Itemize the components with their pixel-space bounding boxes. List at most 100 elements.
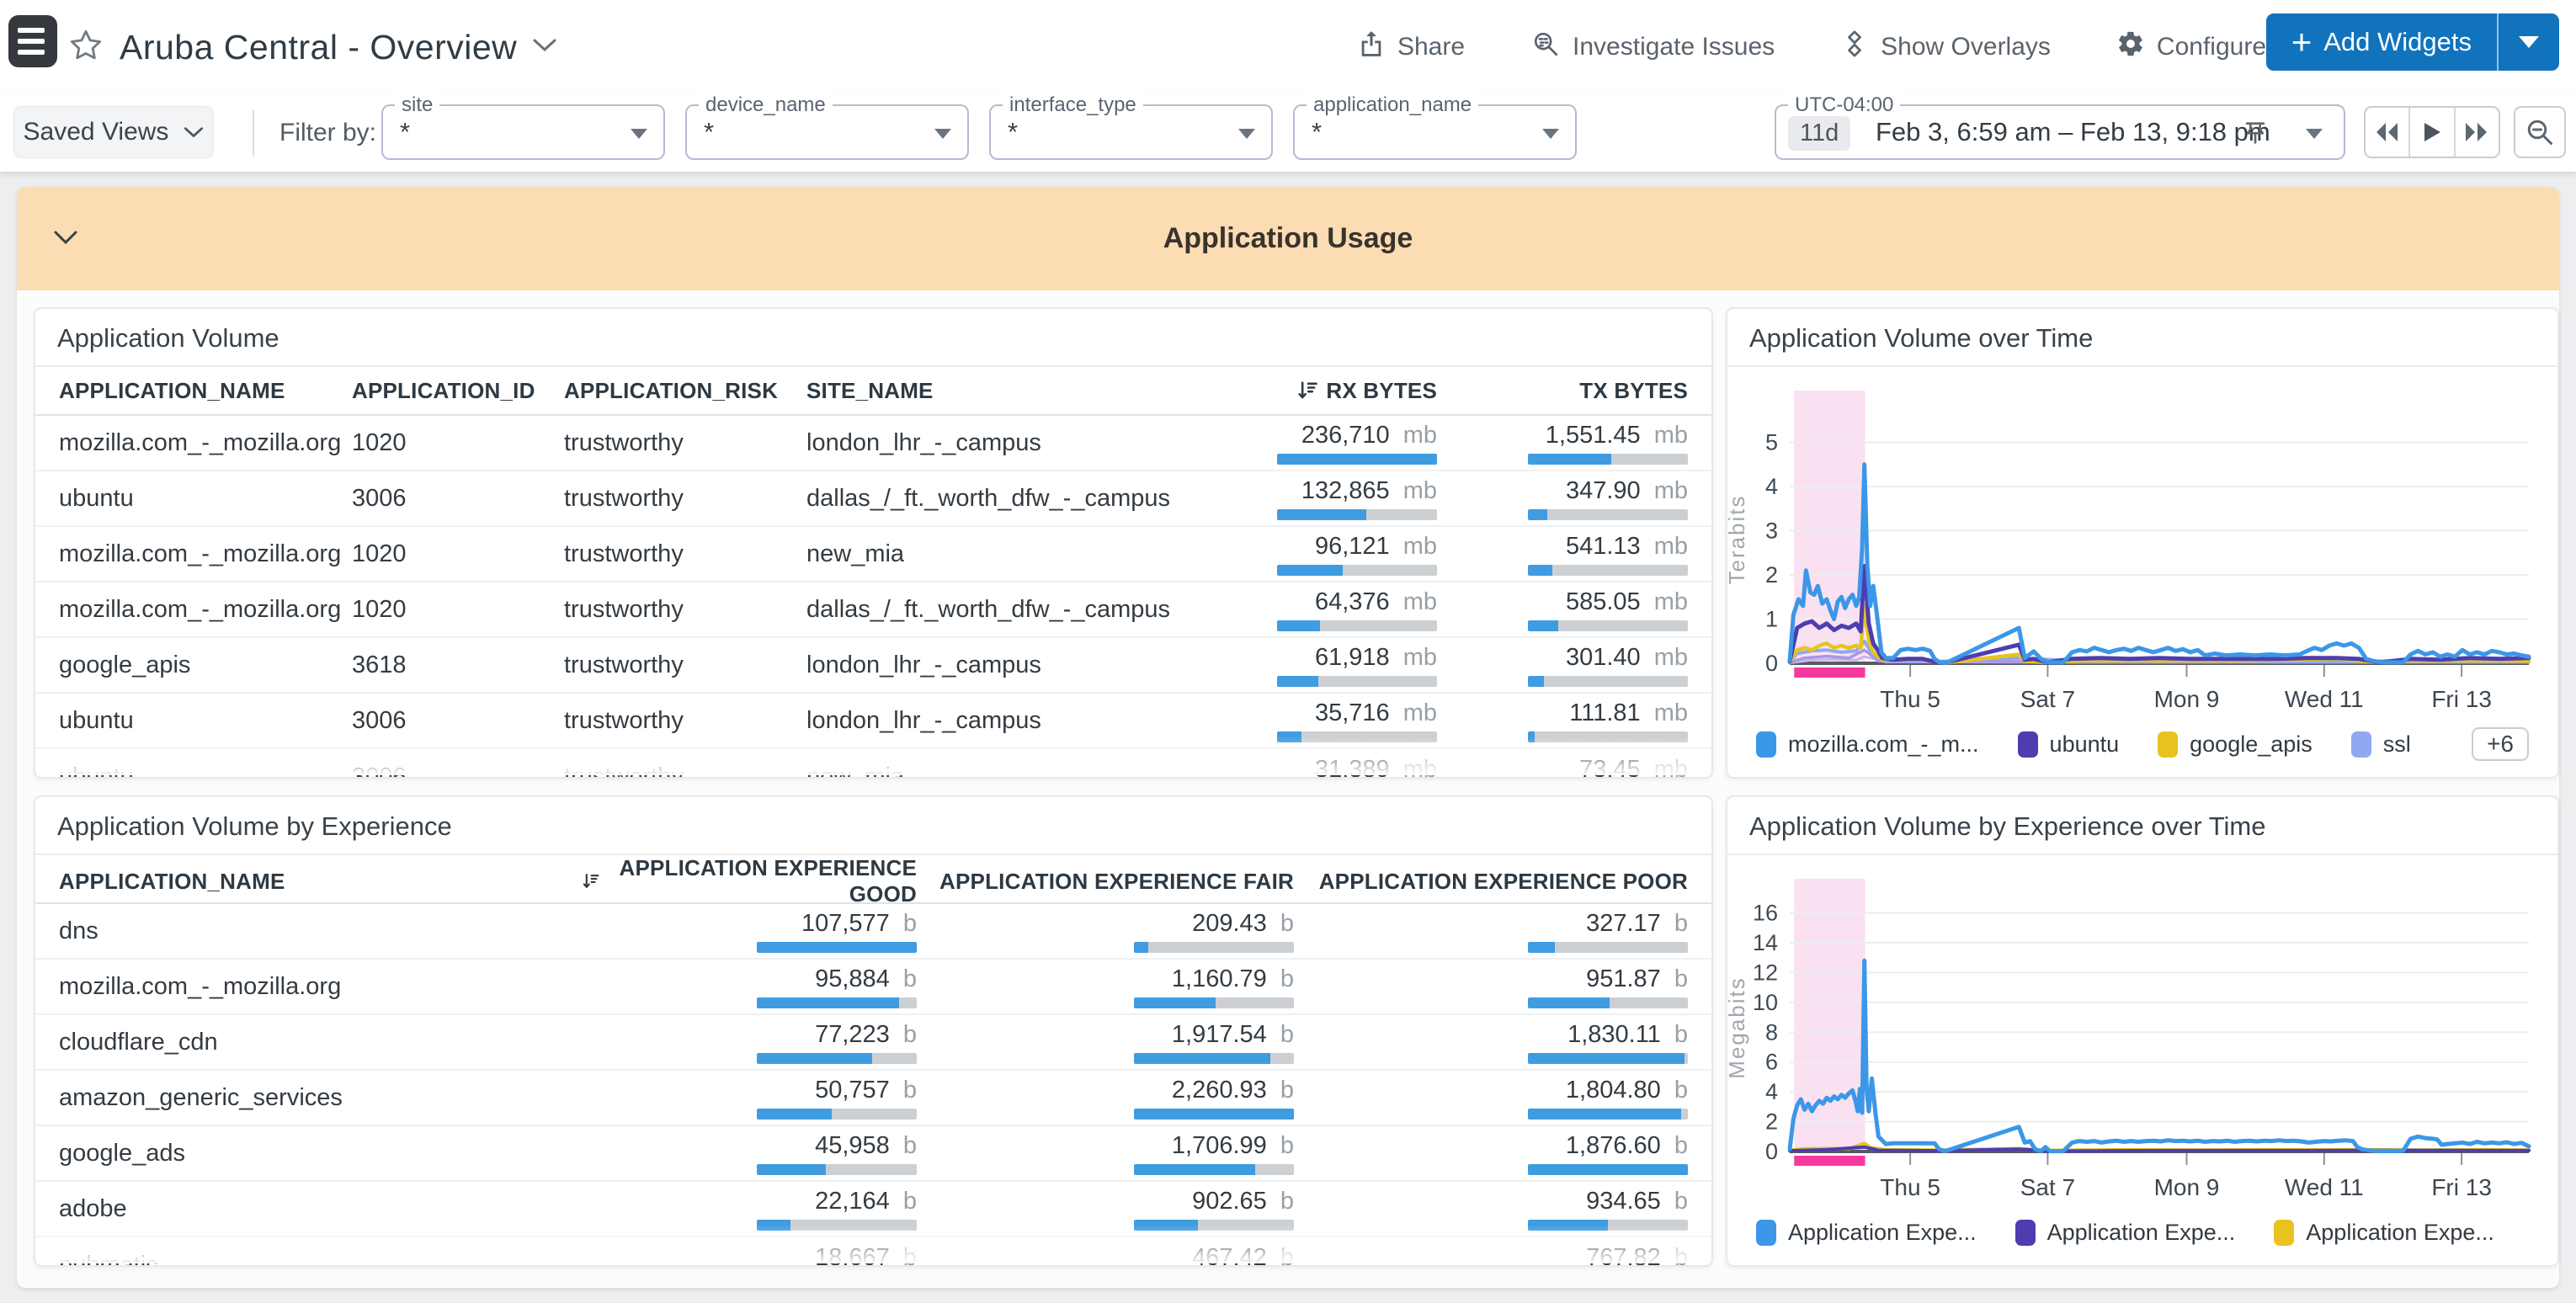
share-icon xyxy=(1357,29,1386,65)
metric-cell: 1,917.54 b xyxy=(917,1021,1294,1064)
title-chevron-down-icon[interactable] xyxy=(532,38,557,57)
metric-bar-fill xyxy=(1277,731,1301,742)
svg-text:Fri 13: Fri 13 xyxy=(2431,686,2492,712)
table-row[interactable]: ubuntu3006trustworthynew_mia31,389 mb73.… xyxy=(35,749,1711,779)
legend-more-button[interactable]: +6 xyxy=(2472,727,2529,761)
legend-item[interactable]: Application Expe... xyxy=(2274,1220,2494,1246)
legend-item[interactable]: Application Expe... xyxy=(2015,1220,2236,1246)
menu-icon[interactable] xyxy=(8,15,57,67)
experience-over-time-chart[interactable]: 0246810121416Thu 5Sat 7Mon 9Wed 11Fri 13… xyxy=(1727,855,2557,1209)
section-header[interactable]: Application Usage xyxy=(17,187,2559,290)
highlight-underline xyxy=(1794,1156,1865,1166)
table-row[interactable]: pubmatic18,667 b467.42 b767.82 b xyxy=(35,1237,1711,1267)
metric-cell: 347.90 mb xyxy=(1437,477,1688,520)
favorite-star-icon[interactable] xyxy=(67,28,104,67)
toolbar-action-share[interactable]: Share xyxy=(1357,29,1465,65)
filter-site[interactable]: site* xyxy=(381,104,665,160)
table-row[interactable]: mozilla.com_-_mozilla.org1020trustworthy… xyxy=(35,416,1711,471)
metric-bar xyxy=(757,1220,917,1231)
toolbar-action-investigate-issues[interactable]: Investigate Issues xyxy=(1530,29,1775,65)
metric-bar-fill xyxy=(1528,997,1610,1008)
legend-item[interactable]: google_apis xyxy=(2158,731,2313,758)
step-back-button[interactable] xyxy=(2366,108,2408,157)
table-row[interactable]: google_ads45,958 b1,706.99 b1,876.60 b xyxy=(35,1126,1711,1182)
table-row[interactable]: ubuntu3006trustworthydallas_/_ft._worth_… xyxy=(35,471,1711,527)
table-row[interactable]: amazon_generic_services50,757 b2,260.93 … xyxy=(35,1071,1711,1126)
table-row[interactable]: dns107,577 b209.43 b327.17 b xyxy=(35,904,1711,960)
column-header-tx-bytes[interactable]: TX BYTES xyxy=(1437,378,1688,404)
metric-cell: 1,830.11 b xyxy=(1294,1021,1688,1064)
table-row[interactable]: adobe22,164 b902.65 b934.65 b xyxy=(35,1182,1711,1237)
svg-text:Terabits: Terabits xyxy=(1727,494,1749,584)
time-range-picker[interactable]: UTC-04:00 11d Feb 3, 6:59 am – Feb 13, 9… xyxy=(1775,104,2345,160)
legend-item[interactable]: ubuntu xyxy=(2018,731,2120,758)
metric-cell: 22,164 b xyxy=(581,1188,917,1231)
volume-over-time-chart[interactable]: 012345Thu 5Sat 7Mon 9Wed 11Fri 13Terabit… xyxy=(1727,367,2557,721)
table-row[interactable]: cloudflare_cdn77,223 b1,917.54 b1,830.11… xyxy=(35,1015,1711,1071)
chevron-down-icon xyxy=(1237,128,1256,144)
collapse-chevron-icon[interactable] xyxy=(52,229,79,250)
application-volume-by-experience-widget: Application Volume by Experience APPLICA… xyxy=(34,795,1713,1267)
column-header-application-id[interactable]: APPLICATION_ID xyxy=(352,378,564,404)
metric-bar-fill xyxy=(757,1109,832,1120)
metric-bar-fill xyxy=(757,942,917,953)
topbar-actions: Share Investigate Issues Show Overlays Conf… xyxy=(1357,0,2266,94)
column-header-site-name[interactable]: SITE_NAME xyxy=(806,378,1246,404)
pin-icon[interactable] xyxy=(2241,118,2270,152)
table-row[interactable]: mozilla.com_-_mozilla.org1020trustworthy… xyxy=(35,582,1711,638)
legend-item[interactable]: Application Expe... xyxy=(1756,1220,1977,1246)
metric-cell: 585.05 mb xyxy=(1437,588,1688,631)
step-forward-button[interactable] xyxy=(2454,108,2499,157)
application-volume-widget: Application Volume APPLICATION_NAMEAPPLI… xyxy=(34,307,1713,779)
metric-bar-fill xyxy=(1134,1053,1270,1064)
table-row[interactable]: mozilla.com_-_mozilla.org95,884 b1,160.7… xyxy=(35,960,1711,1015)
add-widgets-button[interactable]: + Add Widgets xyxy=(2266,13,2559,71)
legend-swatch xyxy=(2274,1220,2294,1246)
metric-value: 77,223 b xyxy=(815,1021,917,1049)
column-header-rx-bytes[interactable]: RX BYTES xyxy=(1246,378,1437,404)
toolbar-action-label: Configure xyxy=(2157,33,2266,61)
metric-value: 585.05 mb xyxy=(1566,588,1688,616)
metric-bar xyxy=(757,1053,917,1064)
cell-application-id: 1020 xyxy=(352,596,564,624)
metric-cell: 107,577 b xyxy=(581,910,917,953)
metric-bar-fill xyxy=(757,1220,790,1231)
add-widgets-label: Add Widgets xyxy=(2323,27,2472,57)
metric-bar-fill xyxy=(1134,1109,1294,1120)
svg-text:1: 1 xyxy=(1765,607,1778,632)
column-header-application-experience-fair[interactable]: APPLICATION EXPERIENCE FAIR xyxy=(917,869,1294,895)
application-usage-section: Application Usage Application Volume APP… xyxy=(17,187,2559,1288)
saved-views-button[interactable]: Saved Views xyxy=(13,106,214,158)
metric-value: 95,884 b xyxy=(815,965,917,993)
filter-interface_type[interactable]: interface_type* xyxy=(989,104,1273,160)
metric-bar xyxy=(1528,565,1688,576)
filter-application_name[interactable]: application_name* xyxy=(1293,104,1577,160)
metric-value: 132,865 mb xyxy=(1301,477,1437,505)
metric-value: 1,706.99 b xyxy=(1172,1132,1294,1160)
zoom-out-button[interactable] xyxy=(2514,106,2566,158)
legend-swatch xyxy=(2018,731,2038,758)
add-widgets-caret-button[interactable] xyxy=(2499,13,2559,71)
legend-item[interactable]: ssl xyxy=(2351,731,2411,758)
metric-value: 467.42 b xyxy=(1192,1244,1294,1268)
cell-application-id: 3618 xyxy=(352,652,564,679)
cell-application-name: pubmatic xyxy=(59,1252,581,1268)
filter-device_name[interactable]: device_name* xyxy=(685,104,969,160)
column-header-application-risk[interactable]: APPLICATION_RISK xyxy=(564,378,806,404)
table-row[interactable]: mozilla.com_-_mozilla.org1020trustworthy… xyxy=(35,527,1711,582)
toolbar-action-show-overlays[interactable]: Show Overlays xyxy=(1840,29,2051,65)
toolbar-action-configure[interactable]: Configure xyxy=(2116,29,2266,65)
play-button[interactable] xyxy=(2408,108,2453,157)
column-header-application-name[interactable]: APPLICATION_NAME xyxy=(59,869,581,895)
column-header-application-experience-poor[interactable]: APPLICATION EXPERIENCE POOR xyxy=(1294,869,1688,895)
legend-item[interactable]: mozilla.com_-_m... xyxy=(1756,731,1979,758)
table-row[interactable]: google_apis3618trustworthylondon_lhr_-_c… xyxy=(35,638,1711,694)
metric-bar xyxy=(1134,1164,1294,1175)
table-row[interactable]: ubuntu3006trustworthylondon_lhr_-_campus… xyxy=(35,694,1711,749)
metric-bar-fill xyxy=(1528,1053,1685,1064)
column-header-application-experience-good[interactable]: APPLICATION EXPERIENCE GOOD xyxy=(581,855,917,907)
plus-icon: + xyxy=(2291,17,2313,67)
time-caret-icon[interactable] xyxy=(2305,128,2323,144)
column-header-application-name[interactable]: APPLICATION_NAME xyxy=(59,378,352,404)
cell-site-name: london_lhr_-_campus xyxy=(806,707,1246,735)
